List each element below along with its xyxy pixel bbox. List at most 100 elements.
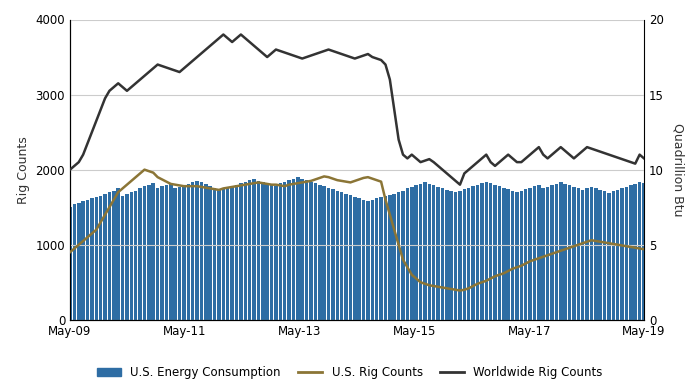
Bar — [502, 188, 505, 320]
Bar — [375, 198, 379, 320]
Bar — [410, 187, 414, 320]
Bar — [90, 198, 94, 320]
Bar — [305, 180, 309, 320]
Bar — [270, 185, 273, 320]
Bar — [533, 186, 536, 320]
Bar — [252, 179, 256, 320]
Y-axis label: Quadrillion Btu: Quadrillion Btu — [671, 123, 685, 216]
Bar — [603, 191, 606, 320]
Bar — [436, 187, 440, 320]
Bar — [467, 188, 470, 320]
Bar — [616, 190, 620, 320]
Bar — [292, 179, 295, 320]
Bar — [164, 185, 168, 320]
Bar — [125, 194, 129, 320]
Bar — [624, 187, 628, 320]
Bar — [99, 196, 102, 320]
Bar — [94, 197, 98, 320]
Bar — [147, 185, 150, 320]
Bar — [393, 194, 396, 320]
Bar — [428, 184, 431, 320]
Bar — [248, 180, 251, 320]
Bar — [546, 187, 550, 320]
Bar — [77, 203, 80, 320]
Bar — [353, 197, 356, 320]
Bar — [419, 184, 422, 320]
Bar — [554, 184, 558, 320]
Bar — [449, 191, 453, 320]
Bar — [441, 188, 444, 320]
Bar — [388, 195, 391, 320]
Bar — [265, 184, 269, 320]
Bar — [234, 185, 238, 320]
Bar — [323, 186, 326, 320]
Bar — [577, 188, 580, 320]
Bar — [581, 190, 584, 320]
Bar — [384, 196, 387, 320]
Bar — [279, 183, 282, 320]
Bar — [498, 186, 501, 320]
Bar — [296, 177, 300, 320]
Bar — [86, 200, 90, 320]
Bar — [559, 183, 563, 320]
Bar — [187, 184, 190, 320]
Bar — [480, 183, 484, 320]
Bar — [414, 185, 418, 320]
Bar — [366, 201, 370, 320]
Bar — [642, 183, 646, 320]
Bar — [484, 182, 488, 320]
Bar — [349, 195, 352, 320]
Bar — [287, 180, 290, 320]
Bar — [432, 185, 435, 320]
Bar — [309, 182, 313, 320]
Bar — [463, 189, 466, 320]
Bar — [68, 207, 72, 320]
Bar — [134, 191, 137, 320]
Bar — [629, 185, 633, 320]
Bar — [151, 183, 155, 320]
Bar — [226, 188, 230, 320]
Bar — [445, 190, 449, 320]
Bar — [405, 188, 409, 320]
Bar — [331, 189, 335, 320]
Bar — [174, 188, 177, 320]
Bar — [572, 187, 575, 320]
Bar — [519, 191, 523, 320]
Bar — [607, 193, 610, 320]
Bar — [397, 192, 400, 320]
Bar — [524, 189, 527, 320]
Bar — [261, 183, 265, 320]
Bar — [257, 181, 260, 320]
Bar — [344, 194, 348, 320]
Bar — [244, 182, 247, 320]
Bar — [230, 186, 234, 320]
Bar — [542, 188, 545, 320]
Bar — [156, 188, 160, 320]
Bar — [358, 198, 361, 320]
Bar — [489, 183, 492, 320]
Bar — [638, 183, 641, 320]
Bar — [283, 182, 286, 320]
Bar — [589, 187, 593, 320]
Bar — [598, 190, 602, 320]
Bar — [620, 188, 624, 320]
Bar — [204, 184, 208, 320]
Bar — [143, 186, 146, 320]
Bar — [550, 185, 554, 320]
Bar — [471, 186, 475, 320]
Bar — [73, 204, 76, 320]
Bar — [511, 191, 514, 320]
Bar — [379, 197, 383, 320]
Bar — [327, 188, 330, 320]
Bar — [182, 185, 186, 320]
Bar — [424, 183, 427, 320]
Bar — [139, 188, 142, 320]
Bar — [594, 188, 598, 320]
Bar — [314, 183, 317, 320]
Bar — [335, 191, 339, 320]
Y-axis label: Rig Counts: Rig Counts — [17, 136, 30, 204]
Bar — [108, 192, 111, 320]
Bar — [564, 184, 567, 320]
Bar — [160, 186, 164, 320]
Bar — [112, 191, 116, 320]
